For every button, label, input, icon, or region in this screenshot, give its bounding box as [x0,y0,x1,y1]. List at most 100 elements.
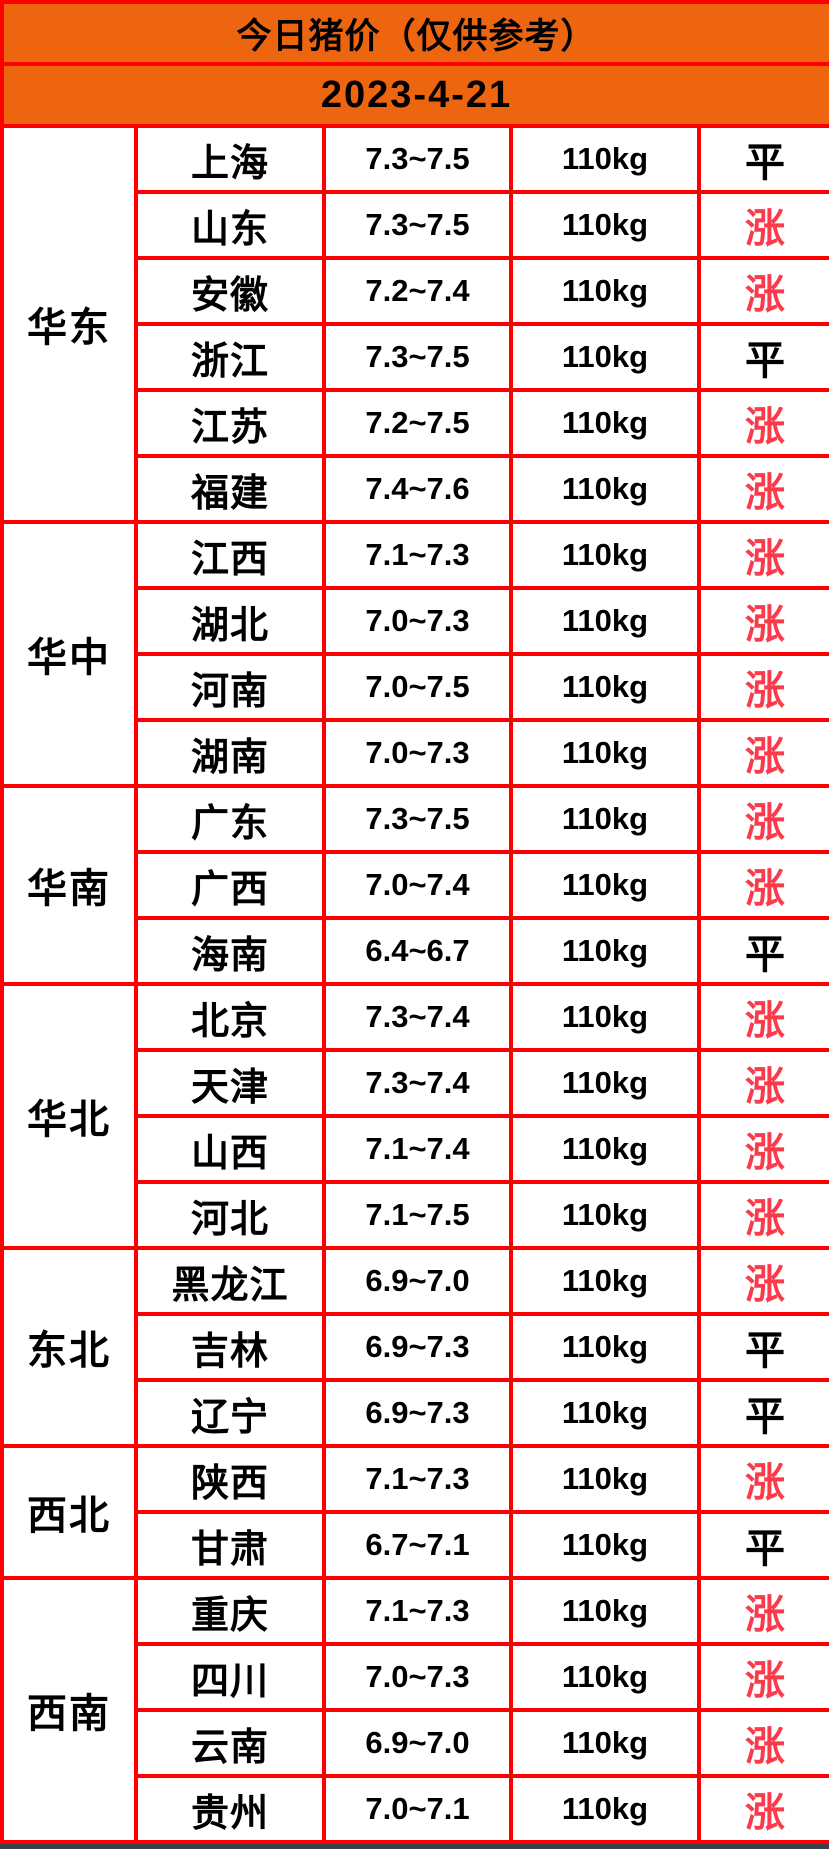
weight-cell: 110kg [509,586,701,656]
price-range-cell: 7.0~7.4 [322,850,513,920]
region-cell: 东北 [0,1246,138,1448]
table-row: 甘肃 6.7~7.1 110kg 平 [2,1510,829,1580]
status-cell: 平 [696,916,829,986]
table-row: 广西 7.0~7.4 110kg 涨 [2,850,829,920]
weight-cell: 110kg [509,1378,701,1448]
status-cell: 涨 [696,982,829,1052]
weight-cell: 110kg [509,1048,701,1118]
status-cell: 涨 [696,718,829,788]
price-range-cell: 6.9~7.0 [322,1246,513,1316]
weight-cell: 110kg [509,1576,701,1646]
province-cell: 陕西 [134,1444,326,1514]
price-range-cell: 7.0~7.3 [322,1642,513,1712]
table-row: 云南 6.9~7.0 110kg 涨 [2,1708,829,1778]
status-cell: 涨 [696,1708,829,1778]
price-range-cell: 7.2~7.4 [322,256,513,326]
weight-cell: 110kg [509,388,701,458]
table-row: 华北 北京 7.3~7.4 110kg 涨 [0,982,829,1250]
price-range-cell: 7.1~7.3 [322,520,513,590]
province-cell: 湖南 [134,718,326,788]
status-cell: 涨 [696,1114,829,1184]
price-range-cell: 6.9~7.0 [322,1708,513,1778]
province-cell: 福建 [134,454,326,524]
price-range-cell: 7.3~7.5 [322,322,513,392]
status-cell: 涨 [696,1576,829,1646]
status-cell: 涨 [696,190,829,260]
status-cell: 涨 [696,1048,829,1118]
region-cell: 华东 [0,124,138,524]
weight-cell: 110kg [509,1642,701,1712]
price-range-cell: 7.2~7.5 [322,388,513,458]
weight-cell: 110kg [509,718,701,788]
province-cell: 河北 [134,1180,326,1250]
table-row: 山西 7.1~7.4 110kg 涨 [2,1114,829,1184]
status-cell: 涨 [696,388,829,458]
price-range-cell: 7.3~7.5 [322,190,513,260]
status-cell: 平 [696,1312,829,1382]
province-cell: 北京 [134,982,326,1052]
weight-cell: 110kg [509,1114,701,1184]
weight-cell: 110kg [509,256,701,326]
table-row: 山东 7.3~7.5 110kg 涨 [2,190,829,260]
price-range-cell: 7.4~7.6 [322,454,513,524]
province-cell: 贵州 [134,1774,326,1844]
table-row: 海南 6.4~6.7 110kg 平 [2,916,829,986]
region-cell: 华北 [0,982,138,1250]
price-range-cell: 7.3~7.5 [322,124,513,194]
table-row: 河南 7.0~7.5 110kg 涨 [2,652,829,722]
price-range-cell: 7.0~7.3 [322,586,513,656]
status-cell: 涨 [696,1642,829,1712]
province-cell: 山东 [134,190,326,260]
province-cell: 湖北 [134,586,326,656]
status-cell: 涨 [696,454,829,524]
table-row: 天津 7.3~7.4 110kg 涨 [2,1048,829,1118]
weight-cell: 110kg [509,124,701,194]
weight-cell: 110kg [509,1708,701,1778]
price-range-cell: 6.7~7.1 [322,1510,513,1580]
region-cell: 华中 [0,520,138,788]
table-row: 辽宁 6.9~7.3 110kg 平 [2,1378,829,1448]
weight-cell: 110kg [509,1180,701,1250]
province-cell: 云南 [134,1708,326,1778]
price-range-cell: 7.3~7.4 [322,1048,513,1118]
price-range-cell: 7.1~7.5 [322,1180,513,1250]
price-range-cell: 7.0~7.3 [322,718,513,788]
price-range-cell: 7.0~7.1 [322,1774,513,1844]
status-cell: 平 [696,1378,829,1448]
table-row: 华中 江西 7.1~7.3 110kg 涨 [0,520,829,788]
province-cell: 河南 [134,652,326,722]
province-cell: 广西 [134,850,326,920]
price-range-cell: 7.1~7.4 [322,1114,513,1184]
status-cell: 平 [696,322,829,392]
status-cell: 涨 [696,1774,829,1844]
table-row: 华南 广东 7.3~7.5 110kg 涨 [0,784,829,986]
province-cell: 安徽 [134,256,326,326]
province-cell: 广东 [134,784,326,854]
province-cell: 黑龙江 [134,1246,326,1316]
province-cell: 吉林 [134,1312,326,1382]
table-row: 福建 7.4~7.6 110kg 涨 [2,454,829,524]
price-range-cell: 7.1~7.3 [322,1444,513,1514]
table-row: 华东 上海 7.3~7.5 110kg 平 [0,124,829,524]
status-cell: 涨 [696,1246,829,1316]
weight-cell: 110kg [509,1510,701,1580]
weight-cell: 110kg [509,454,701,524]
table-row: 浙江 7.3~7.5 110kg 平 [2,322,829,392]
province-cell: 海南 [134,916,326,986]
table-row: 吉林 6.9~7.3 110kg 平 [2,1312,829,1382]
table-row: 安徽 7.2~7.4 110kg 涨 [2,256,829,326]
weight-cell: 110kg [509,1444,701,1514]
status-cell: 涨 [696,850,829,920]
province-cell: 浙江 [134,322,326,392]
region-cell: 西南 [0,1576,138,1844]
province-cell: 上海 [134,124,326,194]
status-cell: 平 [696,1510,829,1580]
weight-cell: 110kg [509,1774,701,1844]
weight-cell: 110kg [509,190,701,260]
weight-cell: 110kg [509,652,701,722]
price-range-cell: 7.3~7.5 [322,784,513,854]
weight-cell: 110kg [509,1312,701,1382]
province-cell: 四川 [134,1642,326,1712]
